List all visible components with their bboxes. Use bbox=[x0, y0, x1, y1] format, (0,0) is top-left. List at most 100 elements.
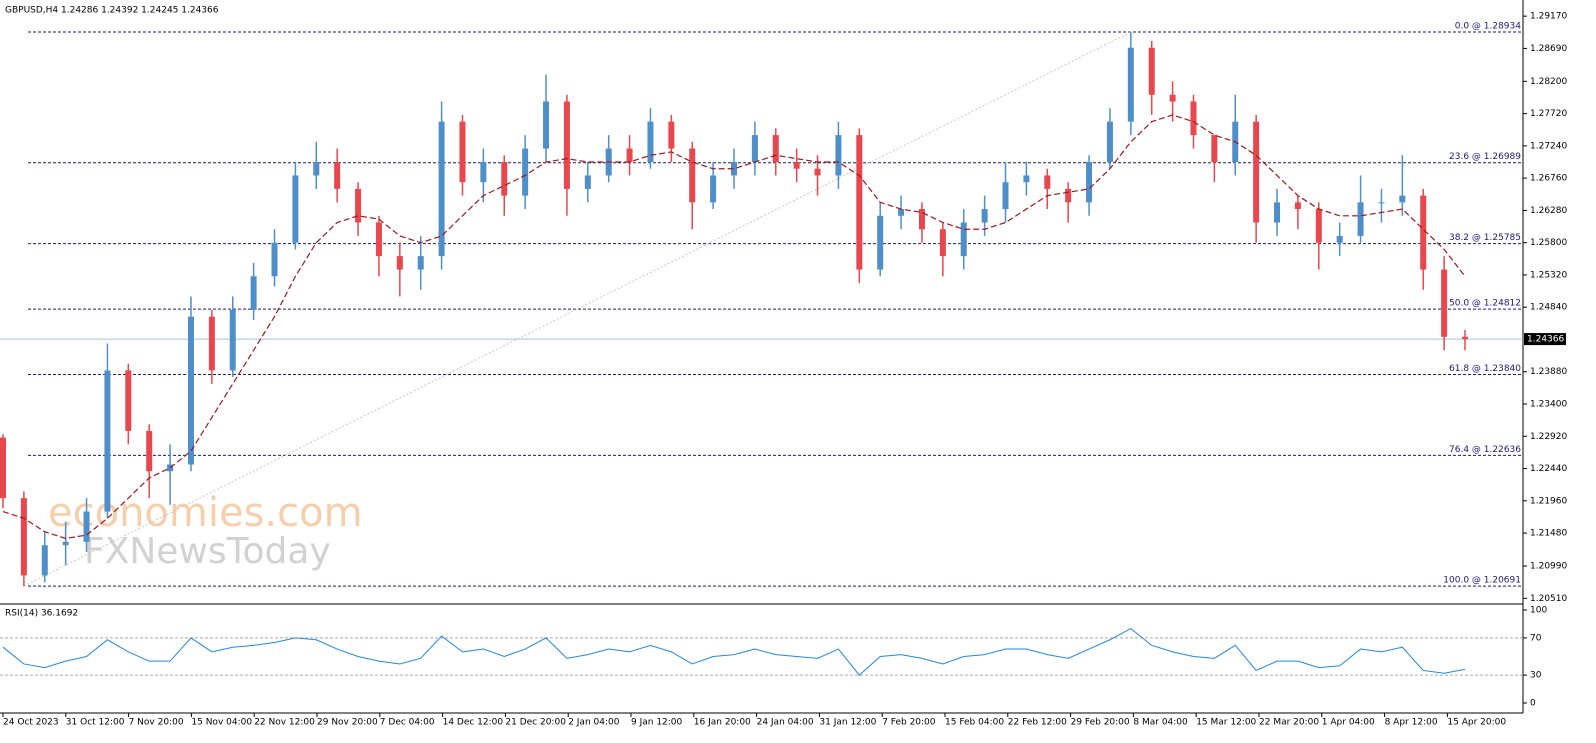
candle-body bbox=[292, 175, 299, 243]
candle-body bbox=[396, 256, 403, 270]
candle-body bbox=[939, 229, 946, 257]
x-tick-label: 22 Mar 20:00 bbox=[1259, 718, 1319, 728]
y-tick-label: 1.26280 bbox=[1530, 206, 1567, 216]
candle-body bbox=[960, 222, 967, 257]
x-tick-label: 29 Feb 20:00 bbox=[1071, 718, 1130, 728]
candle-body bbox=[689, 148, 696, 203]
candle-body bbox=[83, 511, 90, 542]
candle-body bbox=[898, 209, 905, 216]
x-tick-label: 22 Nov 12:00 bbox=[254, 718, 315, 728]
candle-body bbox=[41, 545, 48, 576]
y-tick-label: 1.28690 bbox=[1530, 44, 1567, 54]
x-tick-label: 31 Jan 12:00 bbox=[819, 718, 876, 728]
candle-body bbox=[814, 168, 821, 176]
candle-body bbox=[1378, 202, 1385, 204]
y-tick-label: 1.25320 bbox=[1530, 270, 1567, 280]
fib-label: 23.6 @ 1.26989 bbox=[1449, 152, 1521, 162]
x-tick-label: 15 Mar 12:00 bbox=[1196, 718, 1256, 728]
candle-body bbox=[167, 464, 174, 472]
y-tick-label: 1.27240 bbox=[1530, 141, 1567, 151]
candle-body bbox=[1315, 209, 1322, 243]
rsi-line bbox=[2, 628, 1466, 676]
candle-body bbox=[125, 370, 132, 431]
candle-body bbox=[626, 148, 633, 163]
x-tick-label: 15 Feb 04:00 bbox=[945, 718, 1004, 728]
candle-body bbox=[271, 242, 278, 277]
candle-body bbox=[1420, 195, 1427, 270]
y-tick-label: 1.20990 bbox=[1530, 562, 1567, 572]
candle-body bbox=[1065, 188, 1072, 203]
candle-body bbox=[1399, 195, 1406, 203]
rsi-tick-label: 70 bbox=[1530, 633, 1542, 643]
candle-body bbox=[438, 121, 445, 257]
candle-body bbox=[313, 162, 320, 176]
candle-body bbox=[1044, 175, 1051, 189]
candle-body bbox=[522, 148, 529, 196]
rsi-tick-label: 0 bbox=[1530, 699, 1536, 709]
candle-body bbox=[835, 135, 842, 176]
chart-title: GBPUSD,H4 1.24286 1.24392 1.24245 1.2436… bbox=[5, 6, 219, 16]
x-tick-label: 14 Dec 12:00 bbox=[443, 718, 504, 728]
candle-body bbox=[668, 121, 675, 149]
x-tick-label: 16 Jan 20:00 bbox=[694, 718, 751, 728]
y-tick-label: 1.25800 bbox=[1530, 238, 1567, 248]
x-tick-label: 22 Feb 12:00 bbox=[1008, 718, 1067, 728]
x-tick-label: 8 Mar 04:00 bbox=[1133, 718, 1188, 728]
candle-body bbox=[772, 135, 779, 163]
x-tick-label: 2 Jan 04:00 bbox=[568, 718, 620, 728]
x-tick-label: 7 Nov 20:00 bbox=[129, 718, 184, 728]
candle-body bbox=[1106, 121, 1113, 163]
fib-label: 38.2 @ 1.25785 bbox=[1449, 233, 1521, 243]
candle-body bbox=[584, 175, 591, 189]
rsi-title: RSI(14) 36.1692 bbox=[5, 609, 78, 619]
candle-body bbox=[1002, 182, 1009, 210]
candle-body bbox=[918, 209, 925, 230]
y-tick-label: 1.28200 bbox=[1530, 77, 1567, 87]
candle-body bbox=[710, 175, 717, 203]
current-price-box bbox=[1524, 333, 1566, 346]
x-tick-label: 15 Nov 04:00 bbox=[191, 718, 252, 728]
candle-body bbox=[1086, 162, 1093, 203]
candle-body bbox=[146, 430, 153, 472]
y-tick-label: 1.21480 bbox=[1530, 529, 1567, 539]
candle-body bbox=[480, 162, 487, 183]
candle-body bbox=[1336, 235, 1343, 243]
x-tick-label: 21 Dec 20:00 bbox=[505, 718, 566, 728]
candle-body bbox=[1253, 121, 1260, 223]
candle-body bbox=[1148, 47, 1155, 95]
y-tick-label: 1.23400 bbox=[1530, 400, 1567, 410]
rsi-tick-label: 30 bbox=[1530, 671, 1542, 681]
candle-body bbox=[1023, 175, 1030, 183]
candle-body bbox=[459, 121, 466, 183]
y-tick-label: 1.22920 bbox=[1530, 432, 1567, 442]
fib-label: 100.0 @ 1.20691 bbox=[1443, 576, 1521, 586]
candle-body bbox=[208, 316, 215, 371]
y-tick-label: 1.26760 bbox=[1530, 174, 1567, 184]
y-tick-label: 1.20510 bbox=[1530, 594, 1567, 604]
candle-body bbox=[1294, 202, 1301, 210]
candle-body bbox=[793, 162, 800, 169]
fib-label: 50.0 @ 1.24812 bbox=[1449, 299, 1521, 309]
candle-body bbox=[1441, 269, 1448, 337]
candle-body bbox=[856, 135, 863, 270]
y-tick-label: 1.23880 bbox=[1530, 367, 1567, 377]
y-tick-label: 1.29170 bbox=[1530, 12, 1567, 22]
x-tick-label: 7 Dec 04:00 bbox=[380, 718, 435, 728]
candle-body bbox=[981, 209, 988, 223]
candle-body bbox=[417, 256, 424, 270]
candle-body bbox=[62, 541, 69, 546]
x-tick-label: 8 Apr 12:00 bbox=[1385, 718, 1438, 728]
candle-body bbox=[250, 276, 257, 310]
candle-body bbox=[731, 162, 737, 176]
candle-body bbox=[104, 370, 111, 512]
candle-body bbox=[20, 498, 27, 576]
y-tick-label: 1.22440 bbox=[1530, 464, 1567, 474]
candle-body bbox=[751, 135, 758, 163]
candle-body bbox=[355, 188, 362, 223]
candle-body bbox=[647, 121, 654, 163]
x-tick-label: 15 Apr 20:00 bbox=[1447, 718, 1506, 728]
x-tick-label: 24 Jan 04:00 bbox=[757, 718, 814, 728]
rsi-tick-label: 100 bbox=[1530, 606, 1547, 616]
